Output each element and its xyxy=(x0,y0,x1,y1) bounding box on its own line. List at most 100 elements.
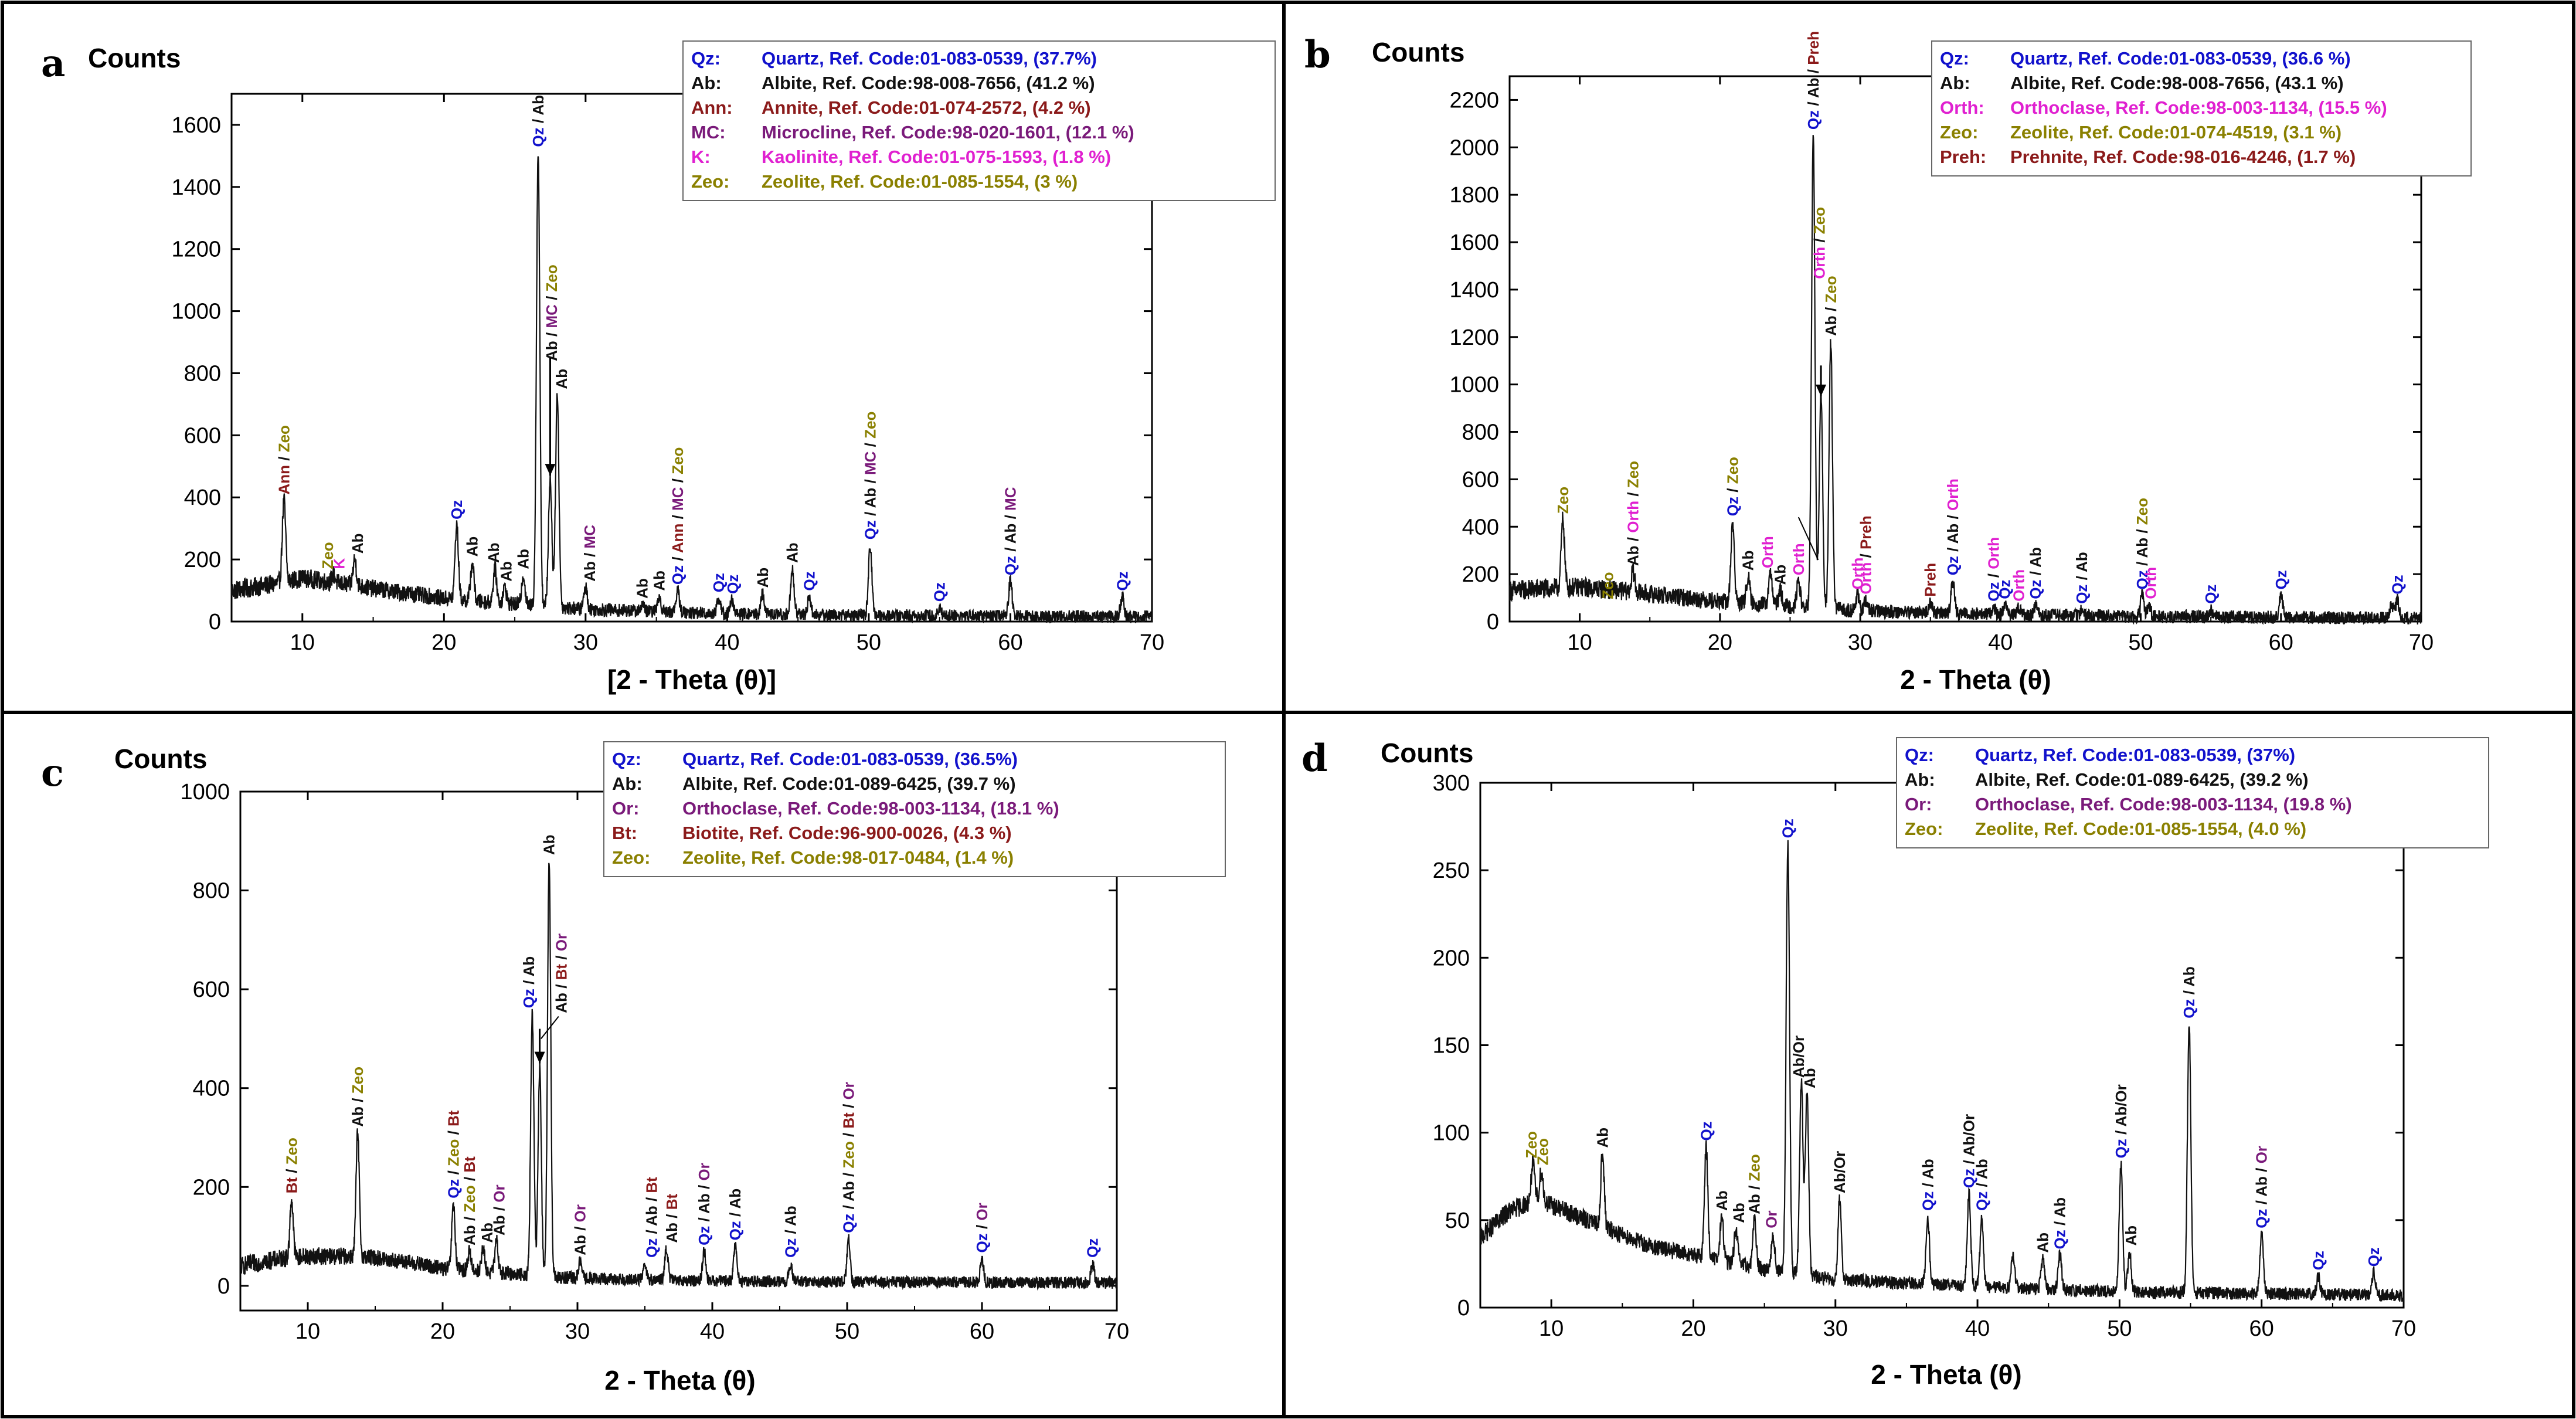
peak-label-separator: / xyxy=(726,1208,744,1221)
peak-label-phase: Orth xyxy=(1790,543,1807,575)
legend-code: Ab: xyxy=(612,773,643,794)
legend-entry: Albite, Ref. Code:98-008-7656, (43.1 %) xyxy=(2010,73,2344,93)
peak-label-phase: Qz xyxy=(781,1238,799,1258)
peak-label-separator: / xyxy=(669,553,687,565)
peak-label-phase: Ab xyxy=(498,561,515,582)
peak-label-phase: Qz xyxy=(2310,1251,2327,1270)
y-axis-title: Counts xyxy=(1372,37,1464,67)
peak-label-phase: Ab xyxy=(1801,1068,1819,1088)
peak-label-separator: / xyxy=(643,1193,661,1206)
peak-label: Qz / Ab xyxy=(520,956,538,1009)
peak-label-phase: Ab xyxy=(543,341,560,361)
legend-entry: Biotite, Ref. Code:96-900-0026, (4.3 %) xyxy=(682,823,1012,843)
peak-label: Qz / Ab / Preh xyxy=(1804,31,1822,130)
peak-label: Ab / Or xyxy=(491,1184,508,1235)
peak-label: Ab / Zeo xyxy=(349,1067,366,1127)
peak-label-separator: / xyxy=(444,1126,462,1139)
peak-label-phase: Qz xyxy=(2365,1247,2383,1267)
legend-entry: Zeolite, Ref. Code:01-085-1554, (4.0 %) xyxy=(1975,819,2306,839)
peak-label-phase: Bt xyxy=(663,1193,681,1210)
peak-label-phase: Zeo xyxy=(1746,1154,1763,1181)
y-tick-label: 1600 xyxy=(171,113,221,138)
legend-code: Ab: xyxy=(1905,769,1935,790)
peak-label-phase: Ab xyxy=(485,542,502,563)
peak-label: Qz xyxy=(1084,1238,1102,1258)
peak-label: Preh xyxy=(1922,563,1939,597)
diffraction-trace xyxy=(1479,840,2405,1302)
peak-label: Orth xyxy=(2010,569,2027,602)
peak-label: Orth xyxy=(1790,543,1807,575)
peak-label-phase: Qz xyxy=(643,1238,661,1258)
peak-label: Qz xyxy=(2202,585,2220,604)
peak-label-phase: Ab xyxy=(478,1223,496,1243)
legend-code: Preh: xyxy=(1940,147,1986,167)
peak-label: Orth / Preh xyxy=(1857,515,1875,594)
x-tick-label: 20 xyxy=(430,1319,455,1344)
peak-label: Ab / Zeo xyxy=(1746,1154,1763,1214)
peak-label: Qz / Ab/Or xyxy=(1960,1114,1978,1188)
y-tick-label: 400 xyxy=(184,486,221,510)
peak-label-phase: Bt xyxy=(840,1112,857,1129)
label-pointer xyxy=(541,1016,559,1040)
peak-label: Qz / Ab xyxy=(726,1189,744,1241)
peak-label-separator: / xyxy=(275,452,293,465)
legend-code: Qz: xyxy=(691,48,721,69)
legend-code: Or: xyxy=(1905,794,1932,814)
peak-label-phase: Ab xyxy=(552,993,570,1013)
peak-label-phase: Orth xyxy=(1759,536,1776,568)
peak-label-phase: Bt xyxy=(461,1156,478,1173)
y-tick-label: 1000 xyxy=(171,300,221,324)
peak-label-phase: Ab xyxy=(1973,1159,1990,1179)
peak-label-phase: Qz xyxy=(2073,585,2091,604)
legend-entry: Zeolite, Ref. Code:98-017-0484, (1.4 %) xyxy=(682,847,1014,868)
peak-label-phase: Qz xyxy=(444,1179,462,1199)
peak-label-phase: Ab xyxy=(349,533,366,554)
peak-label-phase: Qz xyxy=(669,565,687,585)
x-tick-label: 30 xyxy=(565,1319,590,1344)
peak-label-separator: / xyxy=(2253,1163,2271,1176)
peak-label-separator: / xyxy=(1919,1179,1936,1191)
peak-label-phase: Orth xyxy=(2010,569,2027,602)
legend-code: Zeo: xyxy=(612,847,650,868)
peak-label-separator: / xyxy=(840,1129,857,1142)
peak-label-phase: Or xyxy=(2253,1146,2271,1163)
x-tick-label: 60 xyxy=(970,1319,994,1344)
panel-letter: d xyxy=(1301,736,1328,780)
legend-code: K: xyxy=(691,147,711,167)
peak-label-separator: / xyxy=(663,1210,681,1223)
peak-label: Ab xyxy=(515,549,532,569)
peak-label: Qz / Ab xyxy=(2073,552,2091,604)
peak-label-separator: / xyxy=(695,1181,713,1194)
x-tick-label: 70 xyxy=(1140,630,1164,655)
legend-code: Orth: xyxy=(1940,97,1984,118)
peak-label-separator: / xyxy=(1746,1181,1763,1194)
peak-label: Qz / Ab / Or xyxy=(695,1163,713,1245)
peak-label-phase: MC xyxy=(543,304,560,328)
peak-label: Qz xyxy=(1113,571,1131,590)
peak-label-phase: Zeo xyxy=(1534,1138,1552,1165)
peak-label-separator: / xyxy=(1804,98,1822,110)
peak-label-phase: Ab/Or xyxy=(1790,1036,1807,1078)
peak-label: Qz / Ab xyxy=(1973,1159,1990,1211)
peak-label-phase: Ab xyxy=(581,561,599,582)
legend-code: Qz: xyxy=(1905,745,1934,765)
peak-label-phase: Preh xyxy=(1857,515,1875,549)
peak-label: Qz / Ab / MC / Zeo xyxy=(861,412,879,540)
y-tick-label: 2000 xyxy=(1449,135,1499,160)
peak-label-phase: Or xyxy=(1763,1210,1780,1228)
peak-label: Ann / Zeo xyxy=(275,425,293,494)
x-tick-label: 70 xyxy=(2391,1316,2416,1341)
peak-label-phase: Orth xyxy=(1811,247,1829,279)
peak-label-separator: / xyxy=(2073,572,2091,585)
peak-label-phase: Qz xyxy=(2133,570,2151,589)
peak-label: Ab / Or xyxy=(572,1204,589,1255)
legend-entry: Albite, Ref. Code:01-089-6425, (39.7 %) xyxy=(682,773,1016,794)
legend-box xyxy=(1931,40,2472,176)
peak-label-phase: Qz xyxy=(2051,1230,2069,1249)
peak-label-phase: Qz xyxy=(1002,556,1019,575)
legend-code: Ab: xyxy=(1940,73,1970,93)
peak-label-phase: Qz xyxy=(973,1233,991,1252)
peak-label: Qz xyxy=(1779,819,1797,838)
peak-label-phase: Ab xyxy=(2051,1197,2069,1218)
peak-label-separator: / xyxy=(2112,1126,2130,1139)
